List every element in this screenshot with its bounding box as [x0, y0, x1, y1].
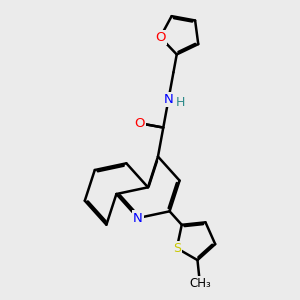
Text: S: S	[173, 242, 181, 255]
Text: N: N	[133, 212, 143, 224]
Text: O: O	[155, 31, 166, 44]
Text: CH₃: CH₃	[189, 278, 211, 290]
Text: N: N	[164, 93, 173, 106]
Text: O: O	[135, 117, 145, 130]
Text: H: H	[175, 96, 185, 109]
